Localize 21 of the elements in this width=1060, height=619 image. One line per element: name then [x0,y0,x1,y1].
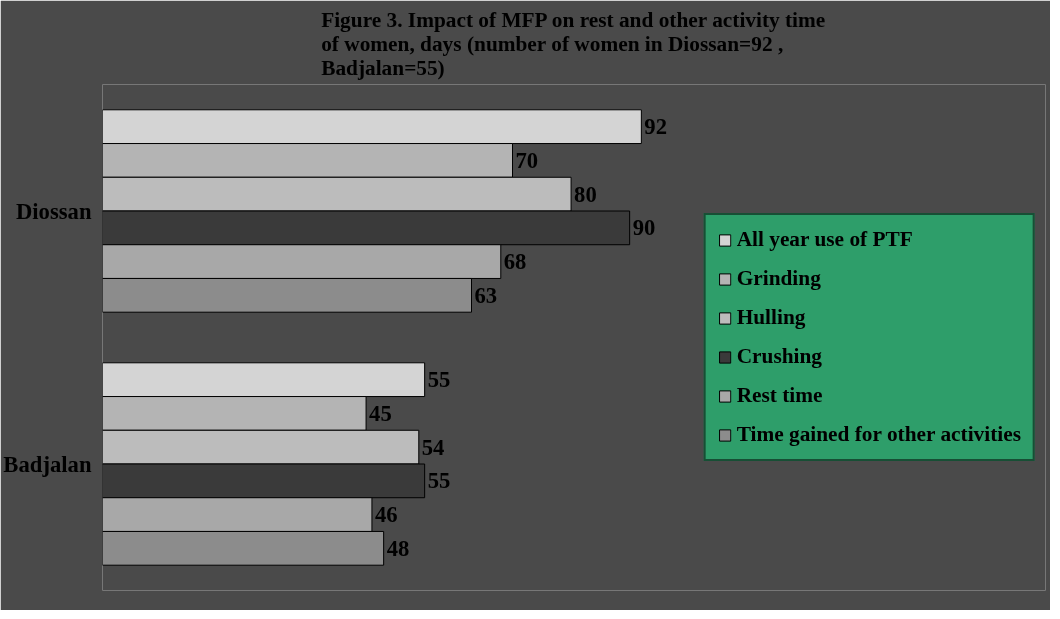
legend-label: Hulling [736,305,806,330]
y-tick-label: Diossan [15,198,92,224]
data-label: 48 [386,535,410,561]
data-label: 46 [374,502,398,528]
legend-label: Time gained for other activities [736,422,1021,447]
chart-title: Figure 3. Impact of MFP on rest and other activity time of women, days (number of women in Diossan=92 , Badjalan=55) [321,7,826,80]
data-label: 55 [427,367,451,393]
data-label: 45 [369,400,392,426]
data-label: 63 [474,282,498,308]
data-label: 54 [421,434,445,460]
data-label: 90 [632,215,656,241]
legend-label: Grinding [736,266,821,291]
y-tick-label: Badjalan [3,451,92,477]
legend-label: Crushing [736,344,823,369]
data-label: 55 [427,468,451,494]
data-label: 68 [503,249,527,275]
data-label: 70 [515,147,539,173]
data-label: 80 [574,181,597,207]
data-label: 92 [644,114,668,140]
legend-label: Rest time [736,383,823,408]
legend-label: All year use of PTF [736,227,913,252]
